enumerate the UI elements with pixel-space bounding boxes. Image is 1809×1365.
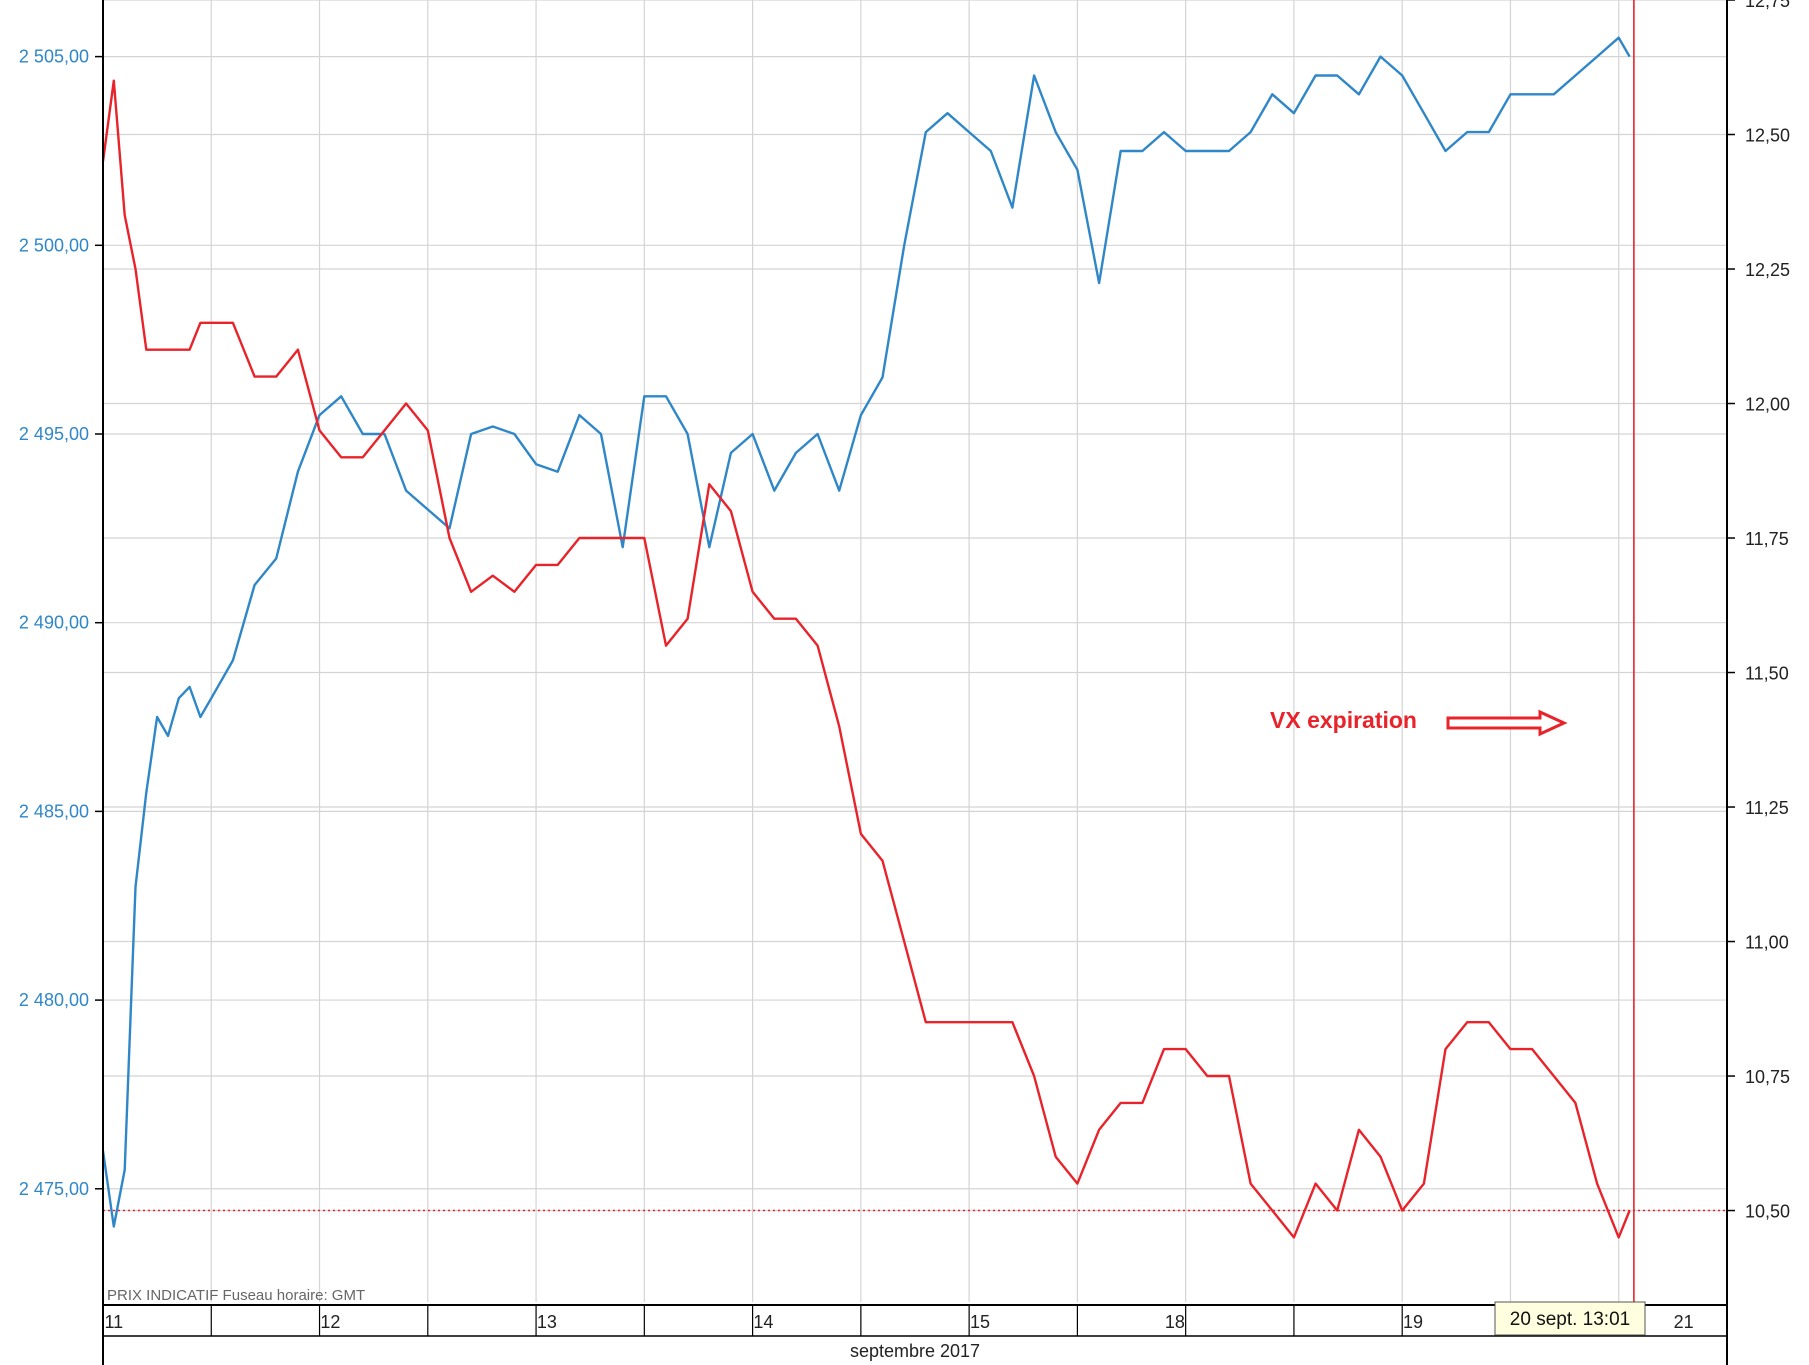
x-day-label: 19	[1403, 1312, 1423, 1332]
right-tick-label: 12,75	[1745, 0, 1790, 11]
x-day-label: 18	[1165, 1312, 1185, 1332]
cursor-badge-label: 20 sept. 13:01	[1510, 1309, 1630, 1330]
grid-lines	[103, 0, 1727, 1302]
x-day-label: 13	[537, 1312, 557, 1332]
x-day-label: 14	[753, 1312, 773, 1332]
left-tick-label: 2 505,00	[19, 47, 89, 67]
right-tick-label: 11,25	[1745, 798, 1789, 818]
annotation-group: VX expiration	[1270, 707, 1568, 737]
left-tick-label: 2 495,00	[19, 424, 89, 444]
left-tick-label: 2 500,00	[19, 235, 89, 255]
annotation-label: VX expiration	[1270, 707, 1417, 733]
right-tick-label: 12,00	[1745, 395, 1790, 415]
right-tick-label: 12,25	[1745, 260, 1790, 280]
footer-note: PRIX INDICATIF Fuseau horaire: GMT	[107, 1287, 365, 1304]
series-line-left	[101, 36, 1631, 1228]
month-label: septembre 2017	[850, 1341, 980, 1361]
x-day-label: 21	[1674, 1312, 1694, 1332]
left-tick-label: 2 475,00	[19, 1179, 89, 1199]
x-day-label: 12	[320, 1312, 340, 1332]
left-tick-label: 2 480,00	[19, 990, 89, 1010]
cursor-badge: 20 sept. 13:01	[1494, 1301, 1646, 1336]
annotation-arrow	[1446, 709, 1568, 737]
left-tick-label: 2 490,00	[19, 613, 89, 633]
series-line-right	[101, 79, 1631, 1239]
right-tick-label: 10,50	[1745, 1202, 1790, 1222]
left-tick-label: 2 485,00	[19, 801, 89, 821]
cursor-badge-box	[1494, 1301, 1646, 1336]
right-tick-label: 11,50	[1745, 664, 1789, 684]
tick-labels: 2 475,00 2 480,00 2 485,00 2 490,00 2 495,00…	[19, 0, 1790, 1332]
series-group	[101, 36, 1631, 1239]
right-tick-label: 10,75	[1745, 1067, 1790, 1087]
right-tick-label: 11,00	[1745, 933, 1789, 953]
x-day-label: 11	[104, 1312, 123, 1332]
right-tick-label: 11,75	[1745, 529, 1789, 549]
x-day-label: 15	[970, 1312, 990, 1332]
axes	[95, 0, 1735, 1365]
right-tick-label: 12,50	[1745, 126, 1790, 146]
